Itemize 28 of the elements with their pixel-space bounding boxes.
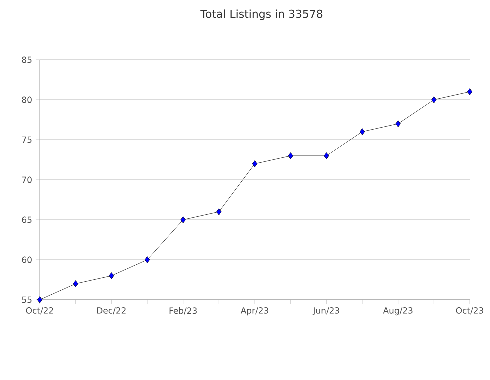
point (109, 272, 114, 280)
point (180, 216, 186, 224)
x-tick-label: Oct/22 (26, 308, 54, 315)
x-tick-label: Aug/23 (383, 308, 413, 316)
chart-title: Total Listings in 33578 (200, 10, 323, 20)
x-tick-label: Dec/22 (97, 308, 126, 315)
y-tick-label: 60 (22, 256, 32, 264)
point (467, 88, 473, 96)
y-tick-label: 70 (22, 176, 32, 184)
x-tick-label: Jun/23 (312, 308, 340, 316)
point (37, 296, 43, 304)
point (324, 152, 330, 160)
x-tick-label: Apr/23 (240, 308, 268, 316)
x-tick-label: Feb/23 (170, 308, 197, 315)
y-tick-label: 80 (22, 96, 32, 104)
point (144, 256, 150, 264)
point (73, 280, 78, 288)
point (360, 128, 366, 136)
y-tick-label: 75 (22, 136, 32, 144)
point (252, 160, 258, 168)
y-tick-label: 85 (22, 56, 32, 64)
y-tick-label: 55 (22, 296, 32, 304)
point (432, 96, 437, 104)
point (288, 152, 294, 160)
x-tick-label: Oct/23 (456, 308, 484, 315)
point (396, 120, 401, 128)
point (216, 208, 222, 216)
y-tick-label: 65 (22, 216, 32, 224)
